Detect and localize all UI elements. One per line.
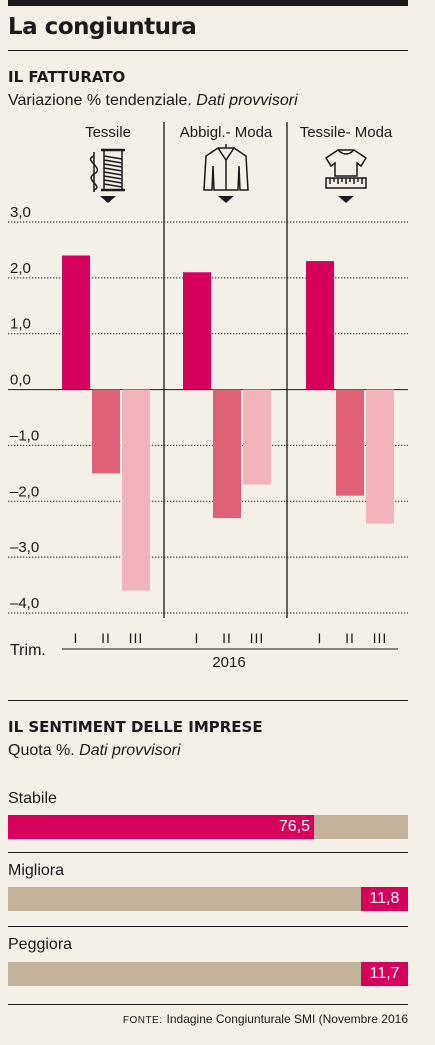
y-tick-label: 2,0 <box>10 260 31 277</box>
group-label: Abbigl.- Moda <box>180 124 273 141</box>
y-tick-label: –2,0 <box>10 483 39 500</box>
row-divider <box>8 852 408 853</box>
sentiment-track: 11,8 <box>8 887 408 911</box>
fatturato-chart: 3,0 2,0 1,0 0,0 –1,0 –2,0 –3,0 –4,0 Tessile Abbi… <box>8 122 408 671</box>
fatturato-subtitle: Variazione % tendenziale. Dati provvisor… <box>8 92 298 110</box>
group-label: Tessile- Moda <box>300 124 393 141</box>
pointer-triangle <box>100 196 116 203</box>
sentiment-value: 11,7 <box>369 965 400 982</box>
y-tick-label: 3,0 <box>10 204 31 221</box>
quarter-label: II <box>101 630 111 646</box>
pointer-triangle <box>218 196 234 203</box>
jacket-icon <box>203 144 249 191</box>
bar <box>336 389 364 496</box>
source-rule <box>8 1004 408 1005</box>
sentiment-title: IL SENTIMENT DELLE IMPRESE <box>8 718 263 736</box>
sentiment-track: 76,5 <box>8 815 408 839</box>
bar <box>366 389 394 524</box>
bar <box>62 255 90 390</box>
bar <box>213 389 241 519</box>
quarter-label: II <box>345 630 355 646</box>
pointer-triangle <box>338 196 354 203</box>
y-tick-label: 0,0 <box>10 372 31 389</box>
tshirt-ruler-icon <box>324 149 368 189</box>
quarter-label: III <box>373 630 388 646</box>
fatturato-subtitle-main: Variazione % tendenziale. <box>8 92 192 109</box>
source-note: FONTE: Indagine Congiunturale SMI (Novemb… <box>123 1012 408 1026</box>
source-label: FONTE: <box>122 1015 163 1026</box>
y-tick-label: –4,0 <box>10 595 39 612</box>
sentiment-bar <box>8 815 314 839</box>
sentiment-label: Migliora <box>8 862 65 879</box>
sentiment-track: 11,7 <box>8 962 408 986</box>
bar <box>243 389 271 485</box>
x-axis-label: Trim. <box>10 642 46 659</box>
sentiment-subtitle-italic: Dati provvisori <box>79 742 181 759</box>
quarter-label: I <box>195 630 200 646</box>
sentiment-subtitle-main: Quota %. <box>8 742 75 759</box>
quarter-label: I <box>74 630 79 646</box>
bar <box>306 261 334 390</box>
fatturato-subtitle-italic: Dati provvisori <box>196 92 298 109</box>
sentiment-bar <box>361 962 408 986</box>
bar <box>122 389 150 591</box>
group-label: Tessile <box>85 124 131 141</box>
quarter-label: I <box>318 630 323 646</box>
sentiment-value: 11,8 <box>369 890 400 907</box>
y-tick-label: –1,0 <box>10 427 39 444</box>
fatturato-title: IL FATTURATO <box>8 68 126 86</box>
sentiment-bar <box>360 887 408 911</box>
page-title: La congiuntura <box>8 14 197 40</box>
quarter-label: III <box>250 630 265 646</box>
section-rule <box>8 700 408 701</box>
sentiment-label: Peggiora <box>8 936 73 953</box>
sentiment-label: Stabile <box>8 790 57 807</box>
y-tick-label: –3,0 <box>10 539 39 556</box>
quarter-label: II <box>222 630 232 646</box>
top-bar <box>8 0 408 6</box>
thread-spool-icon <box>89 148 125 192</box>
sentiment-value: 76,5 <box>278 818 310 835</box>
row-divider <box>8 926 408 927</box>
y-tick-label: 1,0 <box>10 316 31 333</box>
quarter-label: III <box>129 630 144 646</box>
bar <box>92 389 120 474</box>
source-text: Indagine Congiunturale SMI (Novembre 201… <box>166 1012 408 1026</box>
bar <box>183 272 211 390</box>
sentiment-subtitle: Quota %. Dati provvisori <box>8 742 181 760</box>
year-label: 2016 <box>212 654 245 671</box>
title-rule <box>8 50 408 51</box>
